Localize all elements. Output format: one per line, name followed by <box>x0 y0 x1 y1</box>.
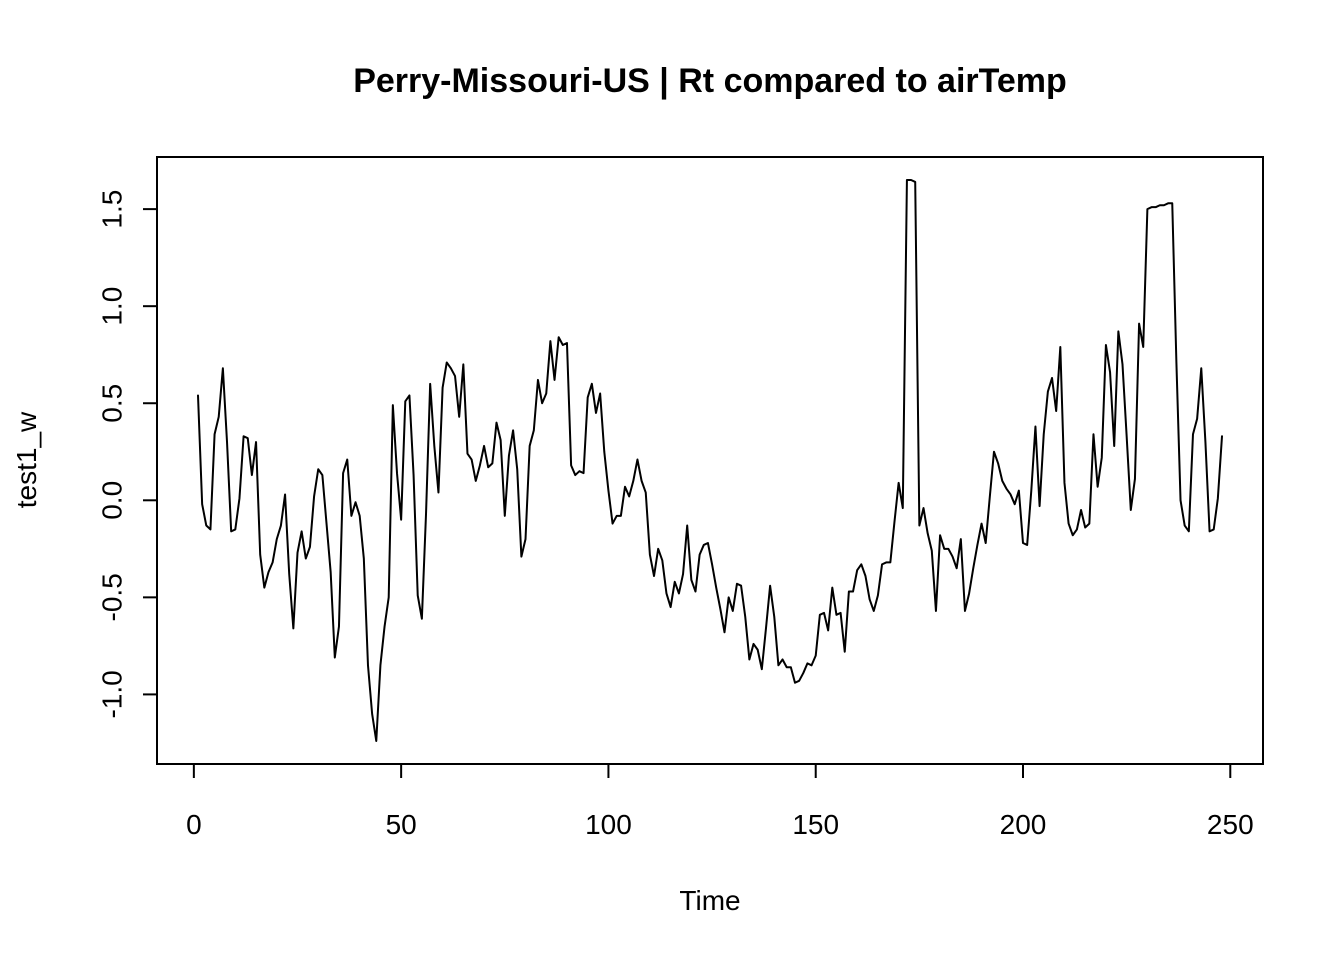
y-tick-label: 1.0 <box>97 287 128 326</box>
y-tick-label: -0.5 <box>97 573 128 621</box>
x-axis: 0 50 100 150 200 250 <box>186 763 1254 840</box>
y-tick-label: 0.5 <box>97 384 128 423</box>
x-tick-label: 150 <box>792 809 839 840</box>
series-line <box>197 179 1223 742</box>
y-tick-label: 0.0 <box>97 481 128 520</box>
y-tick-label: 1.5 <box>97 190 128 229</box>
x-tick-label: 50 <box>386 809 417 840</box>
x-tick-label: 100 <box>585 809 632 840</box>
x-tick-label: 0 <box>186 809 202 840</box>
y-axis-label: test1_w <box>11 411 42 508</box>
y-tick-label: -1.0 <box>97 670 128 718</box>
x-tick-label: 250 <box>1207 809 1254 840</box>
x-tick-label: 200 <box>1000 809 1047 840</box>
x-axis-label: Time <box>679 885 740 916</box>
chart-title: Perry-Missouri-US | Rt compared to airTe… <box>353 62 1067 100</box>
y-axis: -1.0 -0.5 0.0 0.5 1.0 1.5 <box>97 190 158 719</box>
